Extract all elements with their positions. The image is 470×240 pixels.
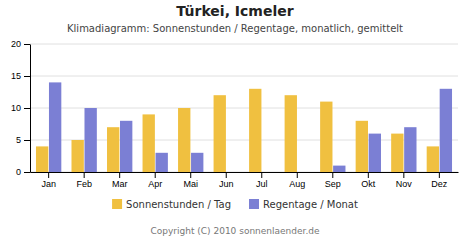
x-tick-mark (368, 172, 369, 178)
bar (249, 89, 261, 172)
x-tick-label: Dez (431, 179, 448, 189)
x-tick-mark (226, 172, 227, 178)
bar (298, 172, 310, 173)
x-tick-label: Jun (219, 179, 234, 189)
bar (107, 127, 119, 172)
x-tick: Mai (183, 172, 198, 189)
grid-line (30, 76, 458, 77)
x-tick-label: Mai (183, 179, 198, 189)
x-tick-label: Mar (112, 179, 128, 189)
x-tick-label: Apr (148, 179, 162, 189)
legend: Sonnenstunden / Tag Regentage / Monat (112, 199, 358, 210)
x-tick: Jan (41, 172, 56, 189)
bar (178, 108, 190, 172)
legend-label: Regentage / Monat (263, 199, 358, 210)
bar (285, 95, 297, 172)
x-tick: Sep (325, 172, 341, 189)
y-tick-label: 15 (11, 71, 21, 81)
x-tick-mark (403, 172, 404, 178)
legend-label: Sonnenstunden / Tag (126, 199, 231, 210)
bar (427, 146, 439, 172)
bar (227, 172, 239, 173)
y-tick-label: 10 (11, 103, 21, 113)
y-tick-mark (24, 108, 30, 109)
bar (49, 82, 61, 172)
bar (262, 172, 274, 173)
legend-swatch (112, 199, 122, 209)
y-tick: 15 (11, 71, 30, 81)
legend-item: Regentage / Monat (249, 199, 358, 210)
bar (391, 134, 403, 172)
x-tick-mark (439, 172, 440, 178)
x-tick-mark (84, 172, 85, 178)
bar (214, 95, 226, 172)
x-tick: Apr (148, 172, 162, 189)
x-tick: Feb (76, 172, 92, 189)
x-tick-label: Jul (256, 179, 268, 189)
chart: Türkei, Icmeler Klimadiagramm: Sonnenstun… (0, 0, 470, 240)
x-tick-label: Nov (396, 179, 413, 189)
x-tick-mark (261, 172, 262, 178)
x-tick-mark (155, 172, 156, 178)
x-tick: Aug (289, 172, 305, 189)
y-tick-mark (24, 172, 30, 173)
x-tick-label: Okt (361, 179, 376, 189)
x-tick-label: Jan (41, 179, 56, 189)
legend-swatch (249, 199, 259, 209)
x-tick: Dez (431, 172, 448, 189)
legend-item: Sonnenstunden / Tag (112, 199, 231, 210)
x-tick: Mar (112, 172, 128, 189)
y-tick-label: 20 (11, 39, 21, 49)
bar (156, 153, 168, 172)
grid-line (30, 44, 458, 45)
bar (191, 153, 203, 172)
y-tick-label: 0 (16, 167, 21, 177)
bar (120, 121, 132, 172)
y-tick-label: 5 (16, 135, 21, 145)
title: Türkei, Icmeler (176, 3, 293, 19)
bar (84, 108, 96, 172)
series (36, 89, 439, 172)
y-tick-mark (24, 76, 30, 77)
bar (143, 114, 155, 172)
x-tick-mark (332, 172, 333, 178)
y-tick: 0 (16, 167, 30, 177)
x-axis-line (31, 172, 459, 173)
bar (320, 102, 332, 172)
series (49, 82, 452, 172)
x-tick-label: Sep (325, 179, 341, 189)
grid (30, 44, 458, 172)
x-tick: Nov (396, 172, 413, 189)
bar (36, 146, 48, 172)
annotation: Copyright (C) 2010 sonnenlaender.de (150, 226, 320, 236)
x-tick: Jul (256, 172, 268, 189)
x-tick: Jun (219, 172, 234, 189)
bar (71, 140, 83, 172)
subtitle: Klimadiagramm: Sonnenstunden / Regentage… (67, 23, 403, 34)
x-tick-mark (297, 172, 298, 178)
bar (369, 134, 381, 172)
bar (440, 89, 452, 172)
y-axis: 0 5 10 15 20 (11, 39, 31, 177)
x-tick: Okt (361, 172, 376, 189)
x-tick-label: Aug (289, 179, 305, 189)
x-tick-label: Feb (76, 179, 92, 189)
x-axis: Jan Feb Mar Apr Mai Jun Jul Aug Sep Okt Nov Dez (31, 172, 459, 189)
x-tick-mark (119, 172, 120, 178)
bar (356, 121, 368, 172)
bar (333, 166, 345, 172)
x-tick-mark (48, 172, 49, 178)
x-tick-mark (190, 172, 191, 178)
y-axis-line (30, 45, 31, 173)
bars (36, 82, 452, 172)
y-tick-mark (24, 140, 30, 141)
y-tick: 20 (11, 39, 30, 49)
plot: 0 5 10 15 20 Jan Feb Mar Apr Mai Jun Jul Aug Sep Okt No… (11, 39, 459, 189)
y-tick-mark (24, 44, 30, 45)
y-tick: 5 (16, 135, 30, 145)
bar (404, 127, 416, 172)
y-tick: 10 (11, 103, 30, 113)
